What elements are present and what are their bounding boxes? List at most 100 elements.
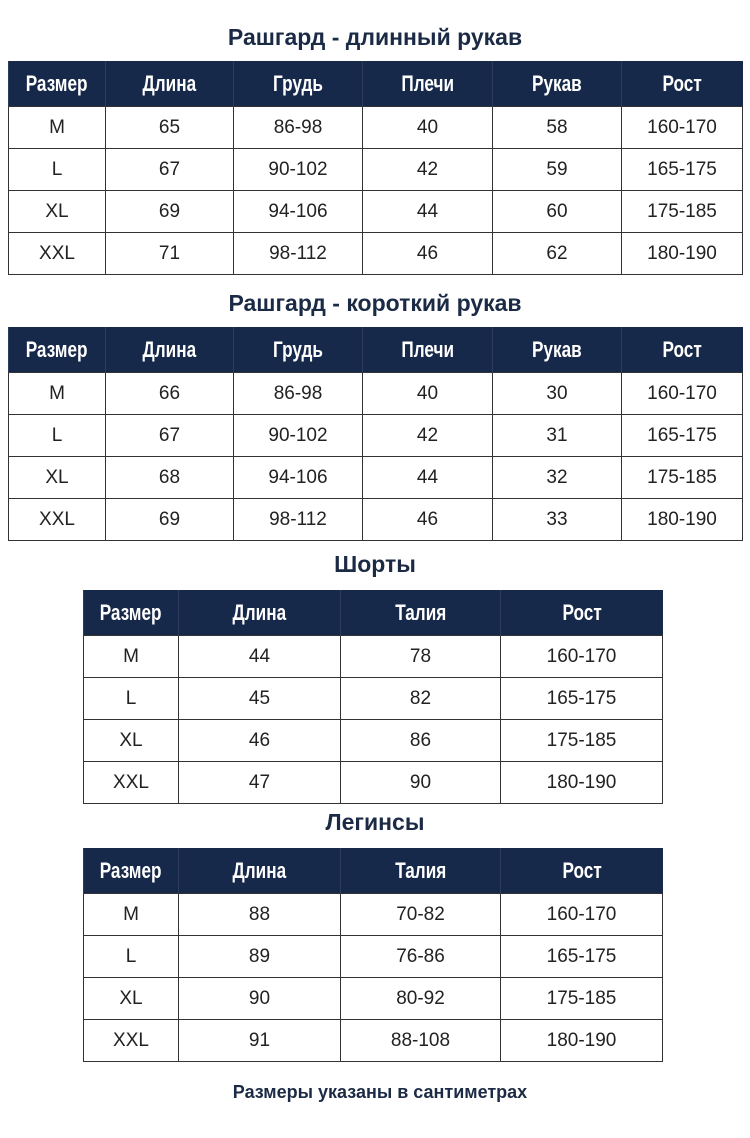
header-label: Рукав [532, 70, 582, 96]
table-cell: 62 [492, 232, 622, 275]
header-row: Размер Длина Грудь Плечи Рукав Рост [8, 327, 743, 373]
table-cell: 165-175 [621, 148, 743, 191]
table-cell: M [8, 106, 106, 149]
column-header: Плечи [362, 327, 493, 373]
header-label: Плечи [401, 336, 454, 362]
table-row: M 44 78 160-170 [83, 635, 663, 678]
table-cell: 71 [105, 232, 234, 275]
table-cell: 98-112 [233, 232, 363, 275]
header-row: Размер Длина Талия Рост [83, 590, 663, 636]
table-cell: 94-106 [233, 456, 363, 499]
table-row: XXL 91 88-108 180-190 [83, 1019, 663, 1062]
table-cell: 160-170 [500, 635, 663, 678]
table-cell: 175-185 [500, 719, 663, 762]
table-cell: 40 [362, 372, 493, 415]
header-label: Грудь [273, 70, 323, 96]
table-cell: 94-106 [233, 190, 363, 233]
header-label: Длина [142, 70, 197, 96]
table-row: L 45 82 165-175 [83, 677, 663, 720]
table-cell: 69 [105, 190, 234, 233]
table-title: Рашгард - длинный рукав [227, 24, 523, 50]
header-row: Размер Длина Грудь Плечи Рукав Рост [8, 61, 743, 107]
header-label: Длина [142, 336, 197, 362]
table-cell: 80-92 [340, 977, 501, 1020]
table-cell: 91 [178, 1019, 341, 1062]
table-cell: L [83, 677, 179, 720]
header-label: Талия [394, 857, 447, 883]
table-row: XL 90 80-92 175-185 [83, 977, 663, 1020]
table-cell: 160-170 [621, 106, 743, 149]
table-cell: XL [8, 456, 106, 499]
table-cell: M [83, 635, 179, 678]
table-cell: 180-190 [621, 232, 743, 275]
table-cell: 66 [105, 372, 234, 415]
header-label: Талия [394, 599, 447, 625]
column-header: Размер [8, 61, 106, 107]
table-cell: 65 [105, 106, 234, 149]
table-cell: 180-190 [621, 498, 743, 541]
column-header: Длина [178, 590, 341, 636]
table-row: M 65 86-98 40 58 160-170 [8, 106, 743, 149]
table-cell: 86-98 [233, 106, 363, 149]
table-cell: 89 [178, 935, 341, 978]
table-cell: 82 [340, 677, 501, 720]
table-cell: 90-102 [233, 414, 363, 457]
column-header: Талия [340, 590, 501, 636]
table-cell: 45 [178, 677, 341, 720]
table-cell: 70-82 [340, 893, 501, 936]
table-title: Легинсы [325, 809, 425, 835]
table-cell: 175-185 [621, 456, 743, 499]
table-cell: XL [83, 719, 179, 762]
column-header: Длина [105, 327, 234, 373]
table-cell: 175-185 [500, 977, 663, 1020]
size-table: Размер Длина Грудь Плечи Рукав Рост M 66 86-98 40… [8, 327, 743, 541]
header-label: Размер [100, 857, 162, 883]
size-table: Размер Длина Грудь Плечи Рукав Рост M 65 86-98 40… [8, 61, 743, 275]
table-cell: L [8, 148, 106, 191]
header-label: Рост [662, 336, 702, 362]
table-cell: 76-86 [340, 935, 501, 978]
table-cell: 180-190 [500, 1019, 663, 1062]
table-cell: 42 [362, 414, 493, 457]
table-cell: 160-170 [500, 893, 663, 936]
table-cell: 180-190 [500, 761, 663, 804]
column-header: Грудь [233, 61, 363, 107]
table-row: XL 68 94-106 44 32 175-185 [8, 456, 743, 499]
column-header: Размер [83, 590, 179, 636]
column-header: Размер [8, 327, 106, 373]
table-title: Рашгард - короткий рукав [228, 290, 522, 316]
units-note: Размеры указаны в сантиметрах [232, 1082, 528, 1102]
table-cell: M [83, 893, 179, 936]
table-cell: 44 [362, 190, 493, 233]
column-header: Рост [500, 848, 663, 894]
column-header: Размер [83, 848, 179, 894]
table-cell: XXL [8, 498, 106, 541]
table-cell: 165-175 [621, 414, 743, 457]
table-cell: 88-108 [340, 1019, 501, 1062]
column-header: Рост [500, 590, 663, 636]
table-cell: L [8, 414, 106, 457]
table-cell: 98-112 [233, 498, 363, 541]
table-cell: 90 [178, 977, 341, 1020]
header-label: Размер [100, 599, 162, 625]
table-cell: 67 [105, 414, 234, 457]
table-cell: 44 [362, 456, 493, 499]
table-cell: 67 [105, 148, 234, 191]
table-cell: 160-170 [621, 372, 743, 415]
table-row: XXL 47 90 180-190 [83, 761, 663, 804]
table-cell: 175-185 [621, 190, 743, 233]
table-cell: XL [83, 977, 179, 1020]
table-cell: 86 [340, 719, 501, 762]
table-row: XXL 69 98-112 46 33 180-190 [8, 498, 743, 541]
table-row: M 66 86-98 40 30 160-170 [8, 372, 743, 415]
size-table: Размер Длина Талия Рост M 44 78 160-170 L 45 82 165… [83, 590, 663, 804]
header-label: Размер [26, 70, 88, 96]
column-header: Плечи [362, 61, 493, 107]
column-header: Рост [621, 327, 743, 373]
column-header: Рост [621, 61, 743, 107]
table-cell: 165-175 [500, 677, 663, 720]
table-title: Шорты [334, 551, 416, 577]
table-cell: 46 [362, 498, 493, 541]
header-row: Размер Длина Талия Рост [83, 848, 663, 894]
column-header: Грудь [233, 327, 363, 373]
